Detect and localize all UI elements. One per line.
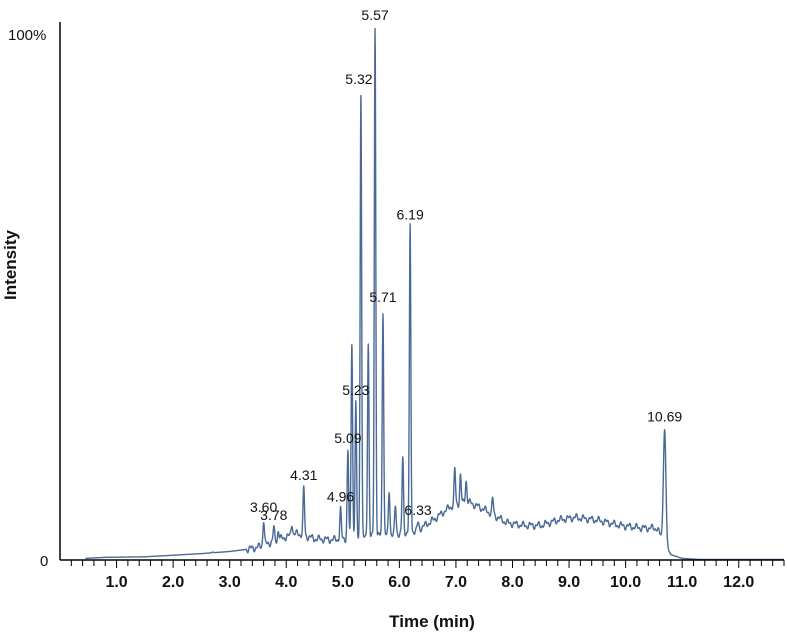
- peak-label: 5.23: [342, 382, 369, 398]
- y-tick-label-zero: 0: [40, 553, 48, 570]
- x-tick-label: 7.0: [445, 574, 467, 591]
- peak-label: 3.60: [250, 499, 277, 515]
- x-tick-label: 8.0: [501, 574, 523, 591]
- peak-label: 4.96: [327, 488, 354, 504]
- y-tick-label-top: 100%: [8, 27, 46, 44]
- x-axis-title: Time (min): [389, 612, 475, 631]
- peak-label: 5.09: [334, 430, 361, 446]
- x-minor-ticks: [70, 560, 785, 568]
- peak-labels: 3.603.78 4.31 4.96 5.09 5.23 5.32 5.57 5.71 6.19…: [250, 7, 682, 523]
- peak-label: 6.33: [404, 502, 431, 518]
- peak-label: 5.32: [345, 71, 372, 87]
- x-tick-label: 12.0: [723, 574, 754, 591]
- peak-label: 6.19: [396, 207, 423, 223]
- x-tick-label: 5.0: [332, 574, 354, 591]
- x-tick-label: 3.0: [219, 574, 241, 591]
- x-tick-label: 9.0: [558, 574, 580, 591]
- peak-label: 10.69: [647, 409, 682, 425]
- peak-label: 3.78: [260, 507, 287, 523]
- x-tick-label: 1.0: [105, 574, 127, 591]
- y-axis-title: Intensity: [1, 230, 20, 300]
- x-tick-labels: 1.0 2.0 3.0 4.0 5.0 6.0 7.0 8.0 9.0 10.0 11.0 12.0: [105, 574, 754, 591]
- peak-label: 4.31: [290, 467, 317, 483]
- peak-label: 5.57: [361, 7, 388, 23]
- peak-label: 5.71: [369, 289, 396, 305]
- x-tick-label: 10.0: [610, 574, 641, 591]
- x-tick-label: 6.0: [388, 574, 410, 591]
- x-tick-label: 2.0: [162, 574, 184, 591]
- plot-layer: [84, 27, 785, 561]
- intensity-trace: [84, 27, 785, 561]
- x-tick-label: 4.0: [275, 574, 297, 591]
- x-tick-label: 11.0: [667, 574, 697, 591]
